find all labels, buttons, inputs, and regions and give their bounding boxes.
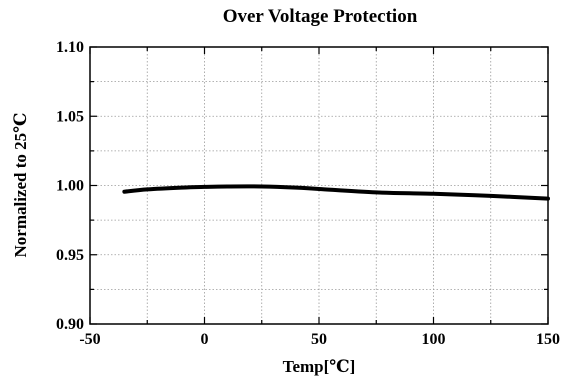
y-tick-label: 0.95 xyxy=(56,247,84,264)
x-tick-label: 100 xyxy=(422,331,446,348)
y-tick-label: 1.05 xyxy=(56,108,84,125)
x-tick-label: 150 xyxy=(536,331,560,348)
x-tick-labels: -50 0 50 100 150 xyxy=(79,331,560,348)
y-tick-label: 1.10 xyxy=(56,39,84,56)
x-tick-label: -50 xyxy=(79,331,100,348)
x-tick-label: 50 xyxy=(311,331,327,348)
x-tick-label: 0 xyxy=(201,331,209,348)
y-tick-label: 0.90 xyxy=(56,316,84,333)
grid xyxy=(90,47,548,324)
y-tick-label: 1.00 xyxy=(56,178,84,195)
plot-frame xyxy=(89,46,549,325)
series-layer xyxy=(122,184,550,201)
y-tick-labels: 0.90 0.95 1.00 1.05 1.10 xyxy=(56,39,84,333)
chart-title: Over Voltage Protection xyxy=(223,6,418,27)
x-axis-label: Temp[℃] xyxy=(283,357,356,376)
y-axis-label: Normalized to 25℃ xyxy=(11,112,30,257)
series-line-0 xyxy=(122,184,550,201)
